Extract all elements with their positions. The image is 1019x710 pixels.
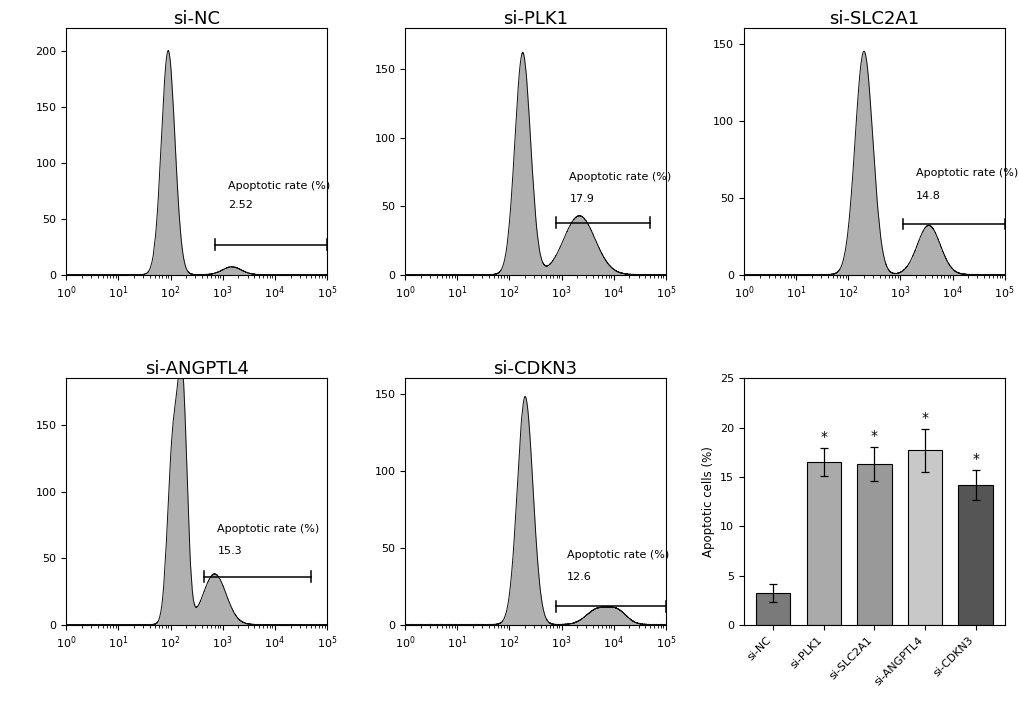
- Text: 17.9: 17.9: [569, 194, 594, 204]
- Title: si-ANGPTL4: si-ANGPTL4: [145, 360, 249, 378]
- Title: si-PLK1: si-PLK1: [502, 10, 568, 28]
- Text: *: *: [971, 452, 978, 466]
- Title: si-NC: si-NC: [173, 10, 220, 28]
- Title: si-CDKN3: si-CDKN3: [493, 360, 577, 378]
- Text: Apoptotic rate (%): Apoptotic rate (%): [567, 550, 668, 560]
- Bar: [856, 464, 891, 625]
- Text: Apoptotic rate (%): Apoptotic rate (%): [569, 172, 671, 182]
- Text: *: *: [870, 430, 877, 444]
- Text: 2.52: 2.52: [227, 200, 253, 210]
- Text: Apoptotic rate (%): Apoptotic rate (%): [227, 181, 330, 191]
- Text: Apoptotic rate (%): Apoptotic rate (%): [915, 168, 1017, 178]
- Bar: [907, 450, 942, 625]
- Text: 15.3: 15.3: [217, 545, 242, 555]
- Y-axis label: Apoptotic cells (%): Apoptotic cells (%): [701, 446, 714, 557]
- Bar: [755, 594, 790, 625]
- Text: *: *: [819, 430, 826, 444]
- Title: si-SLC2A1: si-SLC2A1: [828, 10, 918, 28]
- Text: 12.6: 12.6: [567, 572, 591, 581]
- Bar: [958, 485, 991, 625]
- Text: Apoptotic rate (%): Apoptotic rate (%): [217, 524, 319, 534]
- Text: *: *: [920, 410, 927, 425]
- Text: 14.8: 14.8: [915, 191, 940, 201]
- Bar: [806, 462, 840, 625]
